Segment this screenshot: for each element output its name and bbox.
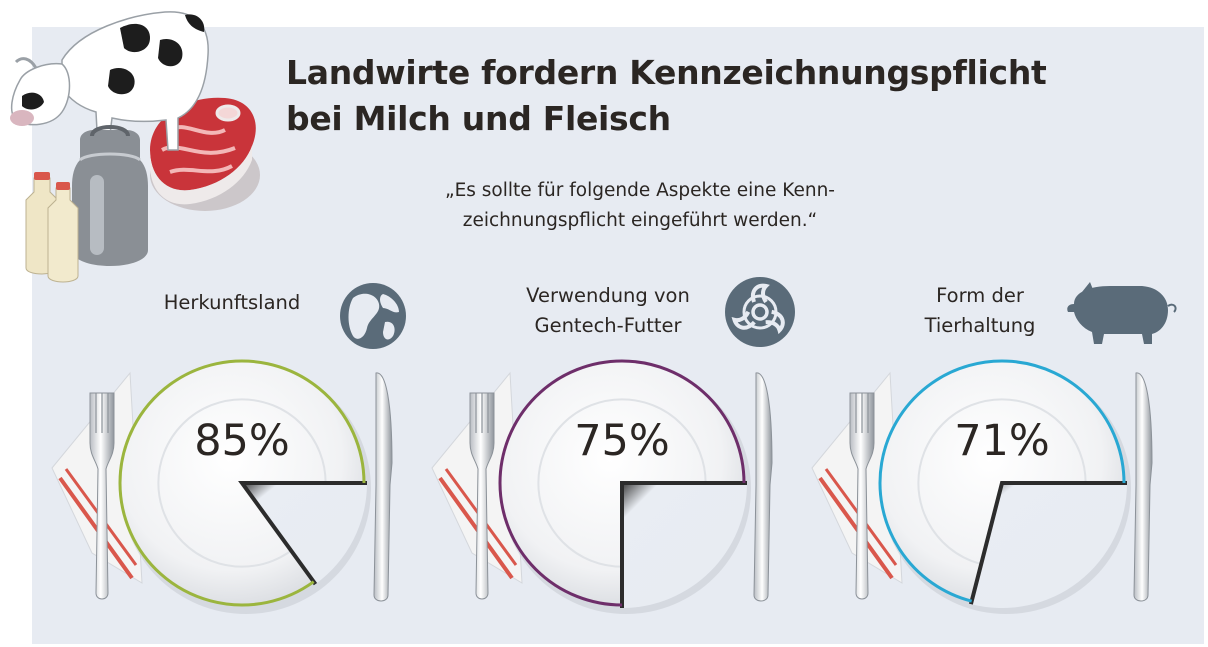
pie-slice-value-1 xyxy=(118,359,366,607)
pie-slice-rest-3 xyxy=(970,483,1127,608)
pie-slice-edge-1 xyxy=(238,481,367,586)
category-label-tierhaltung: Form der Tierhaltung xyxy=(880,281,1080,341)
pie-slice-value-3 xyxy=(878,359,1126,603)
data-label-2: 75% xyxy=(574,416,670,466)
category-label-line: Form der xyxy=(936,284,1024,307)
title-line-1: Landwirte fordern Kennzeichnungspflicht xyxy=(286,53,1047,92)
category-label-line: Tierhaltung xyxy=(924,314,1036,337)
subtitle-line-2: zeichnungspflicht eingeführt werden.“ xyxy=(462,210,818,231)
pie-slice-value-2 xyxy=(498,359,746,607)
biohazard-icon xyxy=(725,277,795,347)
chart-subtitle: „Es sollte für folgende Aspekte eine Ken… xyxy=(330,176,950,236)
subtitle-line-1: „Es sollte für folgende Aspekte eine Ken… xyxy=(445,180,835,201)
plate-charts: 85% 75% 71% xyxy=(51,359,1153,614)
milk-can-icon xyxy=(72,125,148,266)
knife-icon xyxy=(753,372,773,602)
category-label-herkunftsland: Herkunftsland xyxy=(132,288,332,318)
data-label-1: 85% xyxy=(194,416,290,466)
pie-slice-edge-2 xyxy=(620,481,747,608)
category-label-gentech-futter: Verwendung von Gentech-Futter xyxy=(498,281,718,341)
pig-icon xyxy=(1067,282,1177,344)
plate-setting-1: 85% xyxy=(51,359,393,614)
category-label-line: Gentech-Futter xyxy=(534,314,682,337)
fork-icon xyxy=(469,392,495,600)
plate-setting-3: 71% xyxy=(811,359,1153,614)
data-label-3: 71% xyxy=(954,416,1050,466)
chart-title: Landwirte fordern Kennzeichnungspflicht … xyxy=(286,50,1047,142)
knife-icon xyxy=(1133,372,1153,602)
napkin-icon xyxy=(811,371,903,584)
title-line-2: bei Milch und Fleisch xyxy=(286,99,671,138)
knife-icon xyxy=(373,372,393,602)
plate-setting-2: 75% xyxy=(431,359,773,614)
category-label-line: Herkunftsland xyxy=(163,291,301,314)
farm-illustration xyxy=(10,11,260,283)
cow-icon xyxy=(10,11,209,151)
milk-bottle-icon xyxy=(25,172,79,283)
category-label-line: Verwendung von xyxy=(526,284,690,307)
fork-icon xyxy=(89,392,115,600)
globe-icon xyxy=(340,283,406,349)
pie-slice-rest-2 xyxy=(622,483,747,608)
pie-slice-rest-1 xyxy=(242,483,367,585)
pie-slice-edge-3 xyxy=(968,481,1127,605)
fork-icon xyxy=(849,392,875,600)
